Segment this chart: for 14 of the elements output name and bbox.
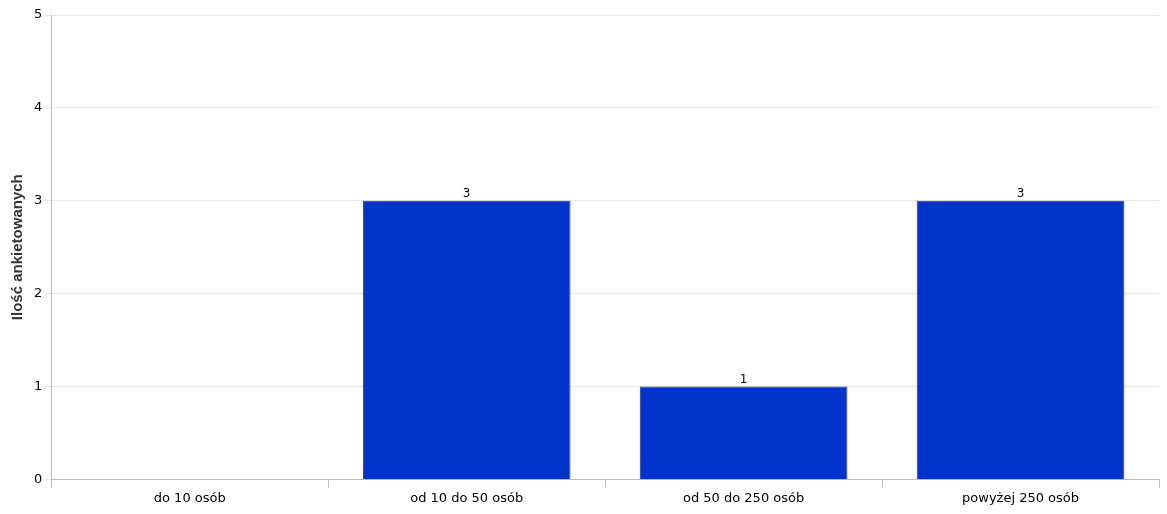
x-tick-label: od 10 do 50 osób [410, 489, 524, 505]
data-label: 1 [739, 371, 748, 386]
y-tick-label: 3 [33, 192, 43, 208]
y-tick-label: 5 [33, 6, 43, 22]
data-label: 3 [462, 185, 471, 200]
y-tick-label: 4 [33, 99, 43, 115]
x-tick-label: od 50 do 250 osób [682, 489, 805, 505]
y-tick-label: 1 [33, 377, 43, 393]
y-tick-label: 2 [33, 285, 43, 301]
y-tick-label: 0 [33, 470, 43, 486]
x-tick-label: powyżej 250 osób [962, 489, 1080, 505]
x-tick-label: do 10 osób [153, 489, 226, 505]
y-axis-title: Ilość ankietowanych [8, 174, 26, 321]
data-label: 3 [1016, 185, 1025, 200]
